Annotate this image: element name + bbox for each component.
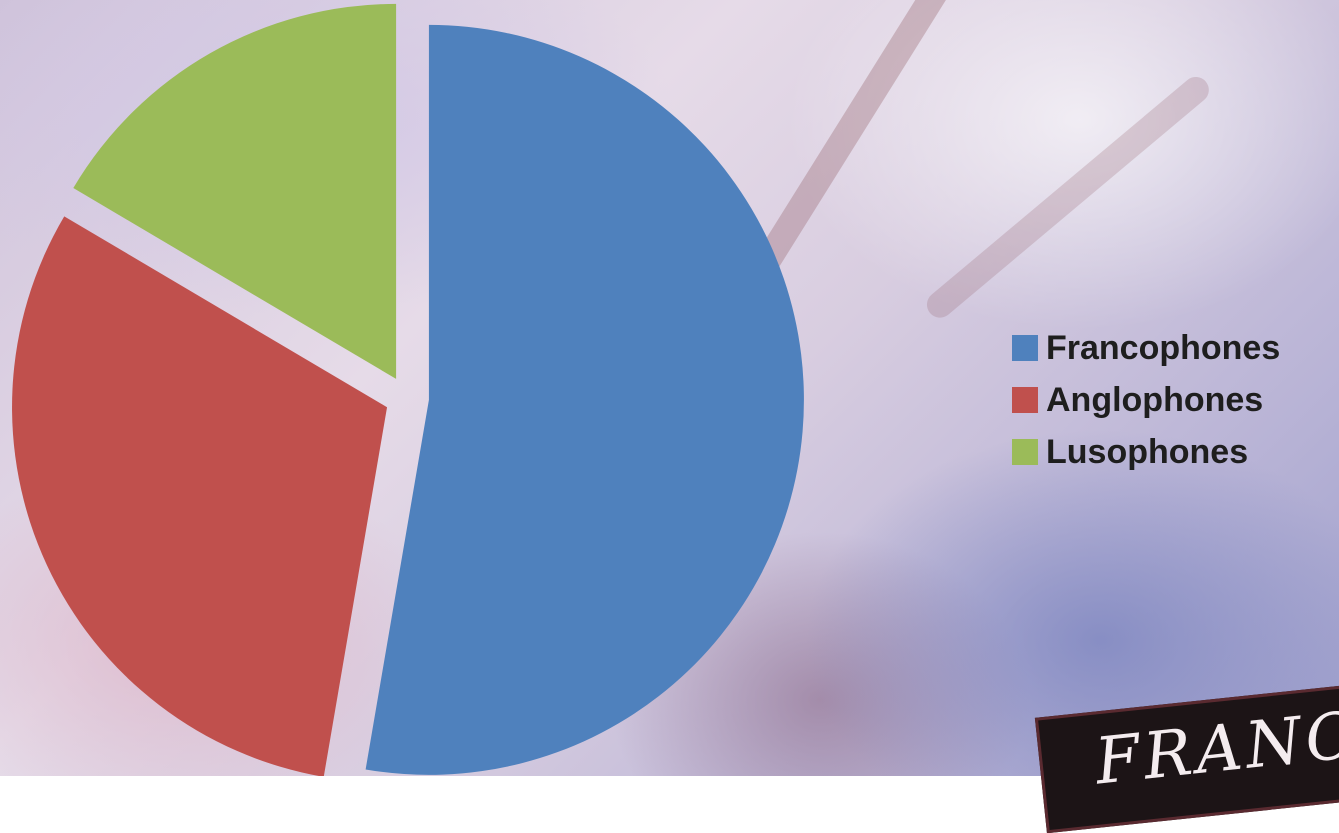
chart-legend: Francophones Anglophones Lusophones	[1012, 322, 1280, 478]
legend-item-francophones: Francophones	[1012, 322, 1280, 374]
pie-chart	[12, 3, 804, 776]
pie-slice-lusophones	[73, 3, 397, 379]
legend-label: Lusophones	[1046, 432, 1249, 471]
legend-item-lusophones: Lusophones	[1012, 426, 1280, 478]
pie-slice-anglophones	[12, 216, 388, 776]
legend-label: Anglophones	[1046, 380, 1264, 419]
legend-item-anglophones: Anglophones	[1012, 374, 1280, 426]
legend-swatch	[1012, 439, 1038, 465]
legend-swatch	[1012, 387, 1038, 413]
legend-swatch	[1012, 335, 1038, 361]
legend-label: Francophones	[1046, 328, 1281, 367]
pie-slice-francophones	[365, 24, 804, 775]
